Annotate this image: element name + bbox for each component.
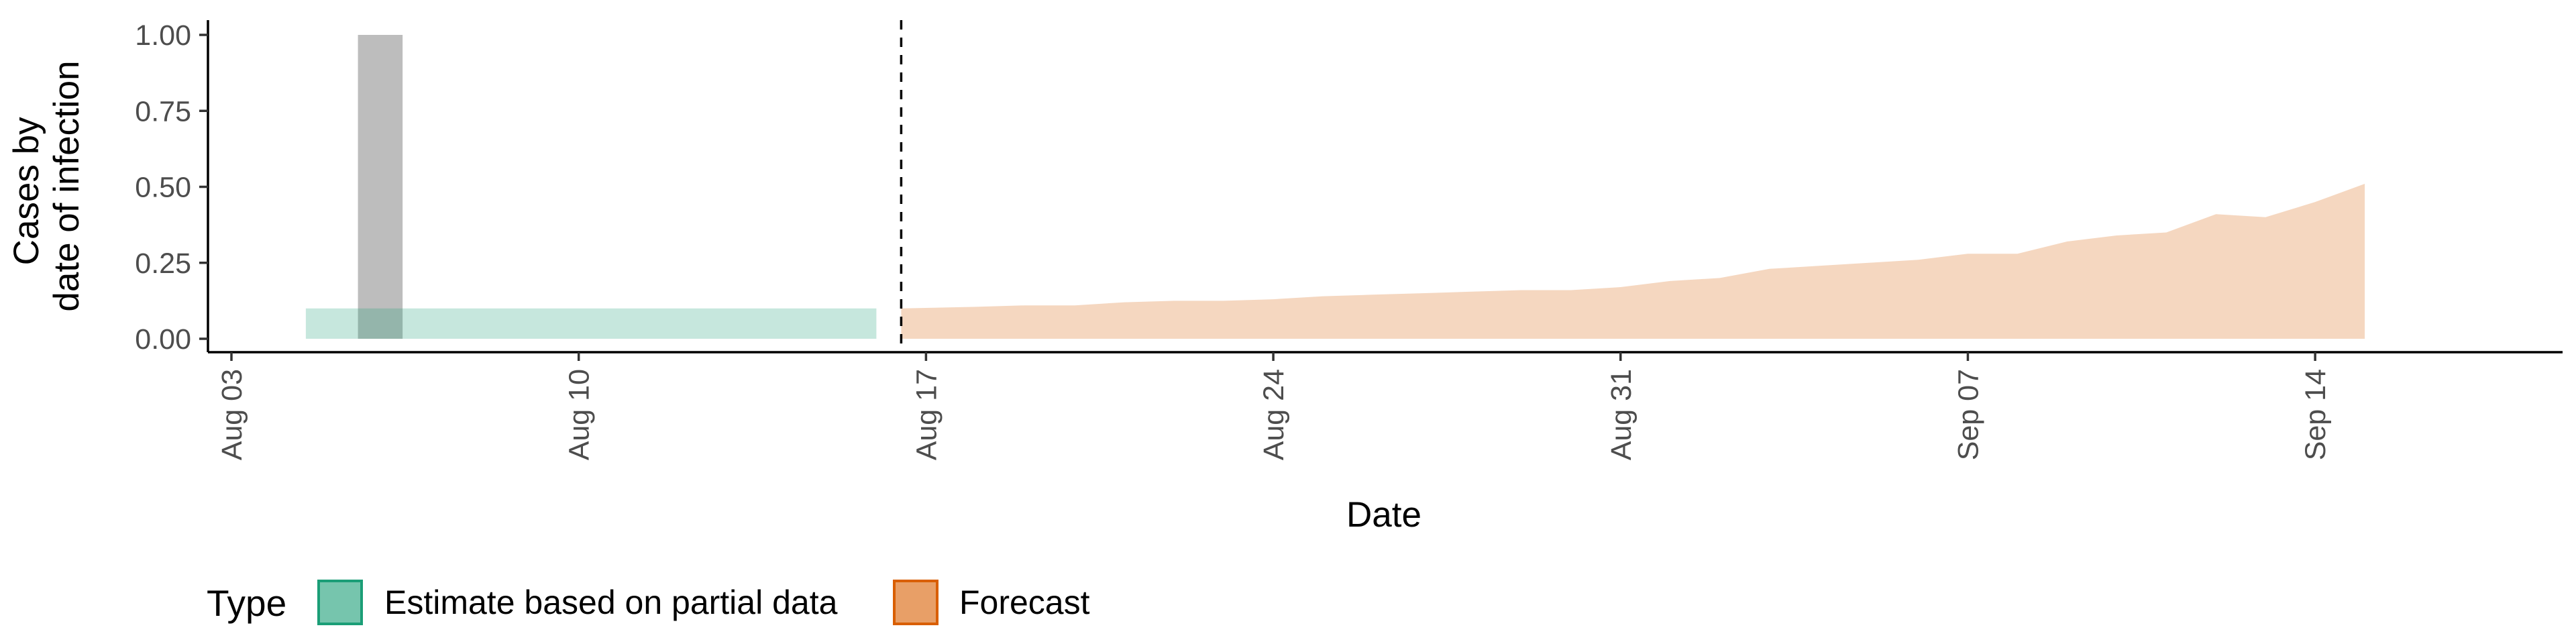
x-axis-title: Date	[1346, 495, 1421, 535]
x-tick-label: Aug 03	[216, 369, 248, 460]
x-tick-label: Aug 10	[564, 369, 596, 460]
ribbon-forecast	[901, 184, 2365, 339]
y-axis-title: Cases by date of infection	[7, 60, 87, 311]
legend: Type Estimate based on partial data Fore…	[207, 580, 1090, 625]
x-tick-label: Aug 24	[1258, 369, 1290, 460]
y-tick-label: 1.00	[135, 19, 191, 52]
x-tick-label: Sep 14	[2300, 369, 2332, 460]
y-axis-title-line-1: Cases by	[7, 117, 46, 265]
y-tick-label: 0.00	[135, 323, 191, 356]
y-axis-title-line-2: date of infection	[47, 60, 87, 311]
axes: 0.000.250.500.751.00 Aug 03 Aug 10 Aug 17 A…	[135, 19, 2563, 460]
plot-panel	[305, 20, 2365, 352]
legend-key-estimate	[317, 580, 363, 625]
legend-title: Type	[207, 582, 286, 624]
x-tick-label: Sep 07	[1952, 369, 1984, 460]
bar-0	[358, 35, 403, 339]
legend-key-forecast	[893, 580, 938, 625]
x-tick-label: Aug 31	[1605, 369, 1638, 460]
legend-label-forecast: Forecast	[959, 584, 1090, 621]
x-ticks: Aug 03 Aug 10 Aug 17 Aug 24 Aug 31 Sep 07 Sep …	[216, 352, 2332, 460]
legend-label-estimate: Estimate based on partial data	[384, 584, 838, 621]
y-tick-label: 0.50	[135, 172, 191, 204]
y-tick-label: 0.25	[135, 248, 191, 280]
y-ticks: 0.00 0.25 0.50 0.75 1.00	[135, 19, 208, 356]
ribbon-estimate	[305, 308, 877, 339]
y-tick-label: 0.75	[135, 95, 191, 127]
x-tick-label: Aug 17	[910, 369, 943, 460]
